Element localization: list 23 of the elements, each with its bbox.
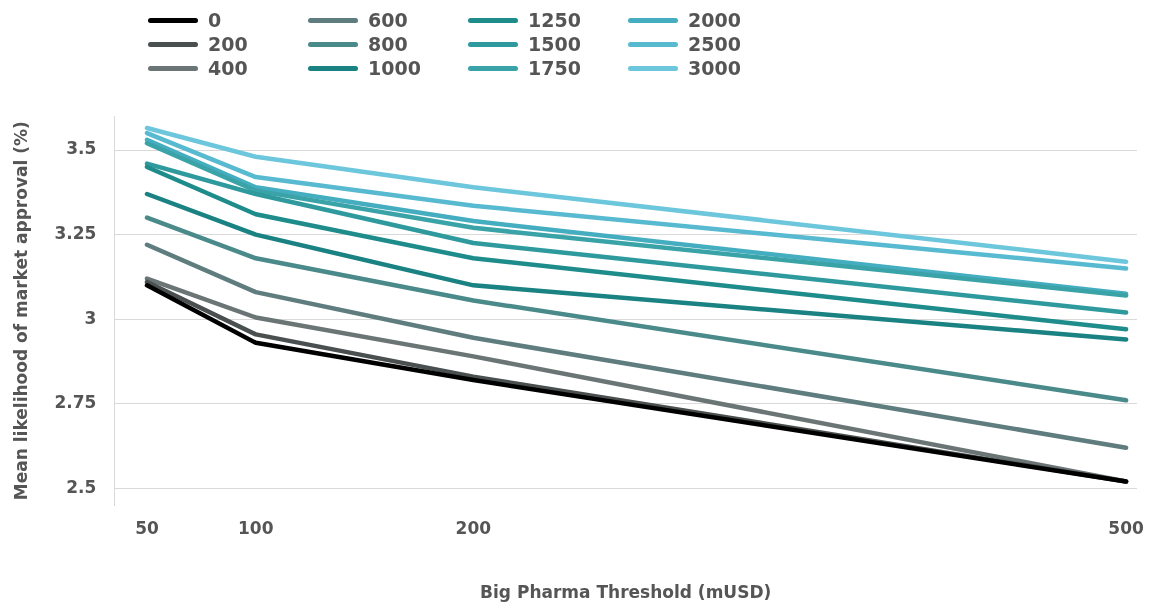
y-tick-label: 3.5 — [66, 138, 97, 159]
x-axis-title: Big Pharma Threshold (mUSD) — [480, 582, 772, 603]
legend-label: 1250 — [528, 9, 581, 31]
y-tick-label: 2.5 — [66, 476, 97, 497]
legend-label: 1000 — [368, 57, 421, 79]
x-tick-label: 200 — [455, 517, 492, 538]
legend-label: 3000 — [688, 57, 741, 79]
legend-label: 2000 — [688, 9, 741, 31]
y-tick-label: 2.75 — [54, 392, 97, 413]
y-axis-title: Mean likelihood of market approval (%) — [10, 121, 31, 501]
legend-label: 600 — [368, 9, 408, 31]
y-tick-label: 3.25 — [54, 223, 97, 244]
x-tick-label: 50 — [135, 517, 159, 538]
legend-label: 2500 — [688, 33, 741, 55]
x-tick-label: 500 — [1108, 517, 1144, 538]
legend-label: 1500 — [528, 33, 581, 55]
y-tick-label: 3 — [84, 307, 97, 328]
legend-label: 400 — [208, 57, 248, 79]
legend-label: 800 — [368, 33, 408, 55]
x-tick-label: 100 — [238, 517, 274, 538]
legend-label: 0 — [208, 9, 222, 31]
legend-label: 200 — [208, 33, 248, 55]
legend-label: 1750 — [528, 57, 581, 79]
